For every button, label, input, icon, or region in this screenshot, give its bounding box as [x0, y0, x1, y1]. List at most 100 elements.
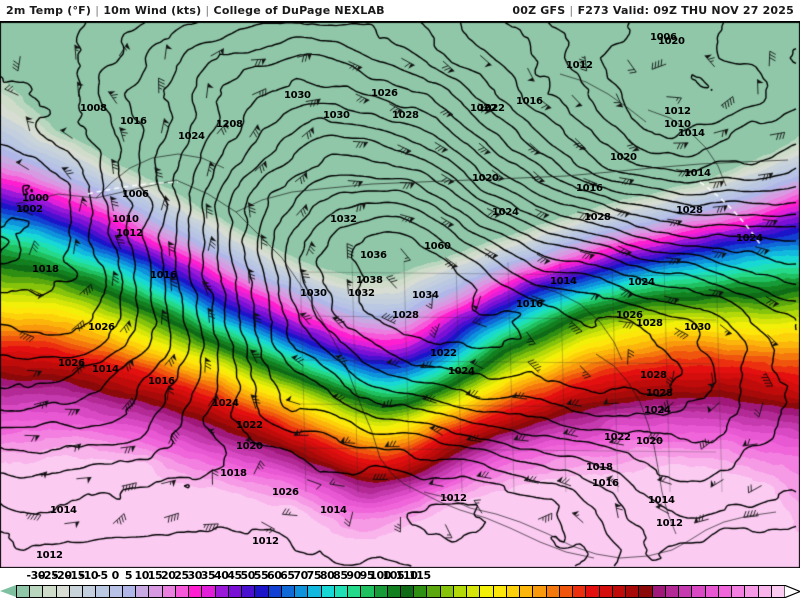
colorbar-swatch — [704, 585, 718, 598]
isobar-label: 1028 — [392, 110, 419, 121]
isobar-label: 1022 — [430, 348, 457, 359]
colorbar-swatch — [770, 585, 784, 598]
header-bar: 2m Temp (°F) | 10m Wind (kts) | College of D… — [0, 0, 800, 22]
isobar-label: 1014 — [320, 505, 347, 516]
colorbar-tick-label: 60 — [266, 569, 282, 582]
isobar-label: 1030 — [684, 322, 711, 333]
colorbar-tick-label: 15 — [147, 569, 163, 582]
colorbar-tick-label: 55 — [253, 569, 269, 582]
colorbar-swatch — [426, 585, 440, 598]
colorbar-tick-label: 35 — [200, 569, 216, 582]
colorbar-swatch — [479, 585, 493, 598]
isobar-label: 1008 — [80, 103, 107, 114]
header-model-valid: 00Z GFS | F273 Valid: 09Z THU NOV 27 2025 — [512, 4, 794, 17]
isobar-label: 1024 — [448, 366, 475, 377]
colorbar-swatch — [664, 585, 679, 598]
isobar-label: 1024 — [628, 277, 655, 288]
colorbar-swatch — [214, 585, 228, 598]
colorbar-swatch — [307, 585, 321, 598]
isobar-label: 1030 — [323, 110, 350, 121]
colorbar-swatch — [625, 585, 639, 598]
header-left-title: 2m Temp (°F) | 10m Wind (kts) | College of D… — [6, 4, 385, 17]
colorbar-swatches — [0, 585, 800, 598]
colorbar-tick-label: 10 — [134, 569, 150, 582]
colorbar-swatch — [360, 585, 374, 598]
isobar-label: 1020 — [472, 173, 499, 184]
colorbar-swatch — [16, 585, 30, 598]
isobar-label: 1026 — [371, 88, 398, 99]
isobar-label: 1024 — [492, 207, 519, 218]
isobar-label: 1038 — [356, 275, 383, 286]
isobar-label: 1014 — [678, 128, 705, 139]
colorbar-swatch — [320, 585, 334, 598]
isobar-label: 1016 — [148, 376, 175, 387]
header-right-metadata: 00Z GFS | F273 Valid: 09Z THU NOV 27 2025 — [512, 4, 794, 17]
isobar-label: 1002 — [16, 204, 43, 215]
colorbar[interactable]: -30 -25 -20 -15 -10 -5 0 5 10 15 20 25 30 35 40 45 50 55 6… — [0, 568, 800, 600]
isobar-label: 1014 — [648, 495, 675, 506]
colorbar-swatch — [227, 585, 242, 598]
colorbar-tick-label: 70 — [293, 569, 308, 582]
isobar-label: 1024 — [644, 405, 671, 416]
colorbar-tick-label: 75 — [306, 569, 322, 582]
isobar-label: 1024 — [212, 398, 239, 409]
weather-map[interactable]: 1020 1012 1006 1030 1026 1022 1016 1012 1008 1016… — [0, 22, 800, 568]
isobar-label: 1026 — [616, 310, 643, 321]
colorbar-swatch — [42, 585, 56, 598]
colorbar-swatch — [532, 585, 546, 598]
isobar-label: 1032 — [348, 288, 375, 299]
isobar-label: 1208 — [216, 119, 243, 130]
isobar-label: 1016 — [516, 96, 543, 107]
isobar-label: 1016 — [592, 478, 619, 489]
colorbar-swatch — [611, 585, 626, 598]
isobar-label: 1028 — [640, 370, 667, 381]
colorbar-swatch — [572, 585, 586, 598]
colorbar-swatch — [585, 585, 599, 598]
colorbar-tick-label: -30 — [26, 569, 46, 582]
colorbar-tick-label: 45 — [227, 569, 242, 582]
isobar-label: 1016 — [120, 116, 147, 127]
colorbar-swatch — [439, 585, 453, 598]
colorbar-swatch — [201, 585, 215, 598]
isobar-label: 1012 — [664, 106, 691, 117]
colorbar-swatch — [400, 585, 414, 598]
isobar-label: 1036 — [360, 250, 387, 261]
colorbar-swatch — [241, 585, 255, 598]
colorbar-swatch — [678, 585, 692, 598]
isobar-label: 1018 — [586, 462, 613, 473]
colorbar-swatch — [55, 585, 69, 598]
isobar-label: 1020 — [236, 441, 263, 452]
colorbar-tick-label: 40 — [213, 569, 229, 582]
isobar-label: 1028 — [392, 310, 419, 321]
isobar-label: 1012 — [656, 518, 683, 529]
colorbar-swatch — [466, 585, 480, 598]
isobar-label: 1000 — [22, 193, 49, 204]
colorbar-swatch — [333, 585, 348, 598]
isobar-label: 1022 — [604, 432, 631, 443]
colorbar-swatch — [267, 585, 281, 598]
colorbar-swatch — [651, 585, 665, 598]
colorbar-swatch — [558, 585, 573, 598]
colorbar-swatch — [121, 585, 136, 598]
isobar-label: 1028 — [676, 205, 703, 216]
colorbar-tick-label: 110 — [395, 569, 418, 582]
isobar-label: 1018 — [220, 468, 247, 479]
colorbar-swatch — [29, 585, 43, 598]
isobar-label: 1014 — [50, 505, 77, 516]
colorbar-tick-label: 25 — [174, 569, 189, 582]
colorbar-tick-label: 20 — [161, 569, 176, 582]
isobar-label: 1032 — [330, 214, 357, 225]
colorbar-swatch — [452, 585, 467, 598]
colorbar-swatch — [598, 585, 612, 598]
isobar-label: 1020 — [636, 436, 663, 447]
colorbar-tick-label: 0 — [111, 569, 120, 582]
isobar-label-layer: 1020 1012 1006 1030 1026 1022 1016 1012 1008 1016… — [0, 22, 800, 568]
colorbar-max-arrow-outline-icon — [784, 585, 800, 598]
isobar-label: 1020 — [658, 36, 685, 47]
colorbar-swatch — [519, 585, 533, 598]
colorbar-swatch — [386, 585, 400, 598]
colorbar-swatch — [717, 585, 732, 598]
colorbar-tick-label: 85 — [333, 569, 348, 582]
colorbar-tick-label: 50 — [240, 569, 255, 582]
isobar-label: 1016 — [516, 299, 543, 310]
